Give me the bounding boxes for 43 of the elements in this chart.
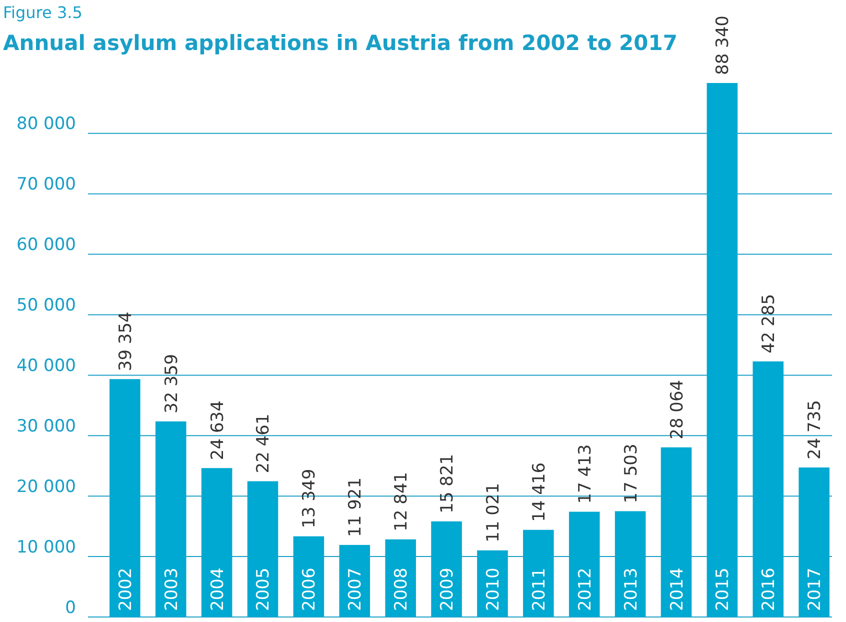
data-label: 32 359 [162,354,182,414]
x-tick-label: 2009 [438,568,458,611]
chart-subtitle: Figure 3.5 [3,3,82,22]
x-tick-label: 2017 [805,568,826,611]
data-label: 11 921 [346,477,366,537]
data-label: 13 349 [300,468,320,528]
x-tick-label: 2013 [621,568,642,611]
y-tick-label: 80 000 [16,114,76,134]
data-label: 39 354 [116,312,136,372]
data-label: 28 064 [667,380,688,440]
data-label: 11 021 [483,482,504,542]
x-tick-label: 2012 [575,568,596,611]
data-label: 88 340 [713,16,734,75]
data-label: 17 413 [575,444,596,504]
y-tick-label: 60 000 [16,235,76,256]
x-tick-label: 2016 [759,568,780,611]
y-tick-label: 40 000 [16,356,76,376]
x-tick-label: 2002 [116,568,136,611]
chart-title: Annual asylum applications in Austria from 2002 to 2017 [3,31,678,55]
data-label: 22 461 [254,414,274,474]
x-tick-label: 2014 [667,568,688,611]
x-tick-label: 2011 [529,568,550,611]
x-tick-label: 2007 [346,568,366,611]
y-tick-label: 50 000 [16,296,76,316]
x-tick-label: 2008 [392,568,412,611]
x-tick-label: 2010 [483,568,504,611]
x-tick-label: 2005 [254,568,274,611]
y-tick-label: 20 000 [16,476,76,497]
x-tick-label: 2015 [713,568,734,611]
x-tick-label: 2004 [208,568,228,611]
y-tick-label: 10 000 [16,537,76,558]
data-label: 14 416 [529,462,550,522]
data-label: 42 285 [759,294,780,354]
x-tick-label: 2006 [300,568,320,611]
y-tick-label: 70 000 [16,174,76,195]
data-label: 24 634 [208,400,228,460]
data-label: 12 841 [392,472,412,532]
data-label: 15 821 [438,454,458,514]
data-label: 17 503 [621,444,642,504]
data-label: 24 735 [805,400,826,460]
x-tick-label: 2003 [162,568,182,611]
y-tick-label: 0 [65,598,76,618]
y-tick-label: 30 000 [16,416,76,436]
